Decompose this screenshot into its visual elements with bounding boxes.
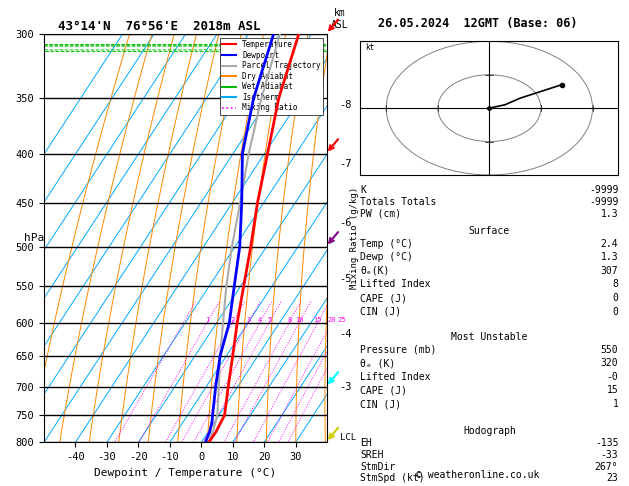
Text: 550: 550 [601,345,618,355]
Text: -6: -6 [340,218,352,227]
Text: 307: 307 [601,266,618,276]
Text: CIN (J): CIN (J) [360,307,401,317]
Text: 2.4: 2.4 [601,239,618,249]
Text: 4: 4 [258,316,262,323]
Text: 8: 8 [287,316,291,323]
Text: hPa: hPa [25,233,45,243]
Text: EH: EH [360,438,372,449]
Text: 1.3: 1.3 [601,252,618,262]
Text: km
ASL: km ASL [331,8,348,30]
Text: 267°: 267° [595,462,618,472]
Text: 1: 1 [205,316,209,323]
Text: kt: kt [365,43,375,52]
Text: 0: 0 [613,307,618,317]
Text: -0: -0 [606,372,618,382]
Text: 0: 0 [613,293,618,303]
Text: 15: 15 [314,316,322,323]
Text: Pressure (mb): Pressure (mb) [360,345,437,355]
Text: StmSpd (kt): StmSpd (kt) [360,473,425,484]
Text: CIN (J): CIN (J) [360,399,401,409]
Text: SREH: SREH [360,450,384,460]
Text: 5: 5 [267,316,271,323]
Text: Hodograph: Hodograph [463,426,516,436]
Text: LCL: LCL [340,433,356,441]
Text: -3: -3 [340,382,352,392]
Text: -33: -33 [601,450,618,460]
Text: PW (cm): PW (cm) [360,209,401,219]
Text: Lifted Index: Lifted Index [360,279,431,290]
Text: 320: 320 [601,358,618,368]
Text: 25: 25 [338,316,347,323]
Text: -5: -5 [340,274,352,284]
X-axis label: Dewpoint / Temperature (°C): Dewpoint / Temperature (°C) [94,468,277,478]
Text: Temp (°C): Temp (°C) [360,239,413,249]
Text: 8: 8 [613,279,618,290]
Text: -7: -7 [340,159,352,169]
Text: -4: -4 [340,329,352,339]
Text: Dewp (°C): Dewp (°C) [360,252,413,262]
Text: 2: 2 [230,316,235,323]
Legend: Temperature, Dewpoint, Parcel Trajectory, Dry Adiabat, Wet Adiabat, Isotherm, Mi: Temperature, Dewpoint, Parcel Trajectory… [220,38,323,115]
Text: 1.3: 1.3 [601,209,618,219]
Text: -8: -8 [340,100,352,110]
Text: Lifted Index: Lifted Index [360,372,431,382]
Text: 23: 23 [606,473,618,484]
Text: 26.05.2024  12GMT (Base: 06): 26.05.2024 12GMT (Base: 06) [378,17,578,30]
Text: StmDir: StmDir [360,462,396,472]
Text: θₑ (K): θₑ (K) [360,358,396,368]
Text: Totals Totals: Totals Totals [360,197,437,207]
Text: -9999: -9999 [589,197,618,207]
Text: 15: 15 [606,385,618,396]
Text: CAPE (J): CAPE (J) [360,293,408,303]
Text: 1: 1 [613,399,618,409]
Text: θₑ(K): θₑ(K) [360,266,390,276]
Text: © weatheronline.co.uk: © weatheronline.co.uk [416,470,540,480]
Text: -9999: -9999 [589,185,618,195]
Text: 10: 10 [295,316,304,323]
Text: K: K [360,185,366,195]
Text: 20: 20 [327,316,336,323]
Text: CAPE (J): CAPE (J) [360,385,408,396]
Text: -135: -135 [595,438,618,449]
Text: Surface: Surface [469,226,510,237]
Text: 43°14'N  76°56'E  2018m ASL: 43°14'N 76°56'E 2018m ASL [58,20,260,33]
Text: 3: 3 [247,316,250,323]
Text: Most Unstable: Most Unstable [451,332,528,343]
Text: Mixing Ratio (g/kg): Mixing Ratio (g/kg) [350,187,359,289]
